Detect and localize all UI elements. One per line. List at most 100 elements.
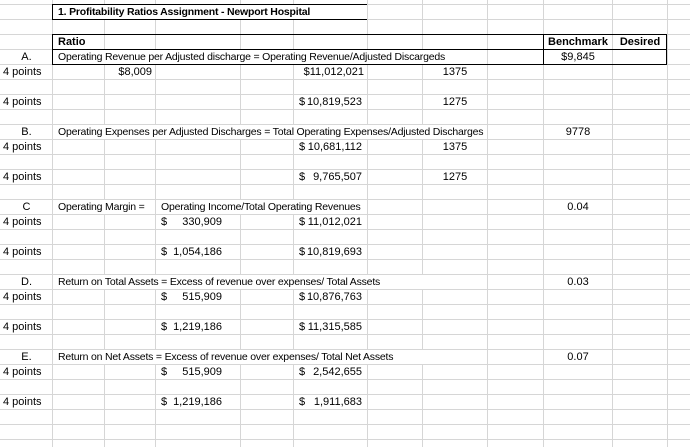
section-c-revenue-1[interactable]: $11,012,021	[294, 215, 367, 229]
section-b-denominator-2[interactable]: 1275	[442, 171, 468, 183]
gridline-horizontal	[0, 424, 690, 425]
currency-symbol: $	[299, 141, 306, 153]
section-c-label[interactable]: C	[22, 201, 31, 213]
points-label[interactable]: 4 points	[3, 396, 42, 408]
currency-symbol: $	[161, 396, 168, 408]
section-e-excess-1[interactable]: $515,909	[156, 365, 240, 379]
gridline-horizontal	[0, 439, 690, 440]
gridline-vertical	[422, 0, 423, 447]
gridline-vertical	[104, 0, 105, 447]
section-a-numerator-2[interactable]: $10,819,523	[294, 95, 367, 109]
gridline-horizontal	[0, 274, 690, 275]
amount: 515,909	[182, 291, 222, 303]
points-label[interactable]: 4 points	[3, 141, 42, 153]
section-b-formula[interactable]: Operating Expenses per Adjusted Discharg…	[53, 125, 487, 139]
section-b-denominator-1[interactable]: 1375	[442, 141, 468, 153]
section-c-formula[interactable]: Operating Income/Total Operating Revenue…	[156, 200, 367, 214]
gridline-vertical	[293, 0, 294, 447]
amount: 10,681,112	[307, 141, 362, 153]
section-a-denominator-1[interactable]: 1375	[442, 66, 468, 78]
gridline-horizontal	[0, 259, 690, 260]
gridline-horizontal	[0, 214, 690, 215]
points-label[interactable]: 4 points	[3, 321, 42, 333]
gridline-horizontal	[0, 79, 690, 80]
amount: 330,909	[182, 216, 222, 228]
amount: 2,542,655	[313, 366, 362, 378]
section-b-numerator-2[interactable]: $9,765,507	[294, 170, 367, 184]
benchmark-column-divider	[543, 34, 544, 65]
section-b-benchmark[interactable]: 9778	[565, 126, 591, 138]
currency-symbol: $	[299, 171, 306, 183]
gridline-horizontal	[0, 364, 690, 365]
amount: 515,909	[182, 366, 222, 378]
gridline-vertical	[487, 0, 488, 447]
section-e-formula[interactable]: Return on Net Assets = Excess of revenue…	[53, 350, 487, 364]
gridline-vertical	[367, 0, 368, 447]
section-d-assets-1[interactable]: $10,876,763	[294, 290, 367, 304]
gridline-horizontal	[0, 139, 690, 140]
gridline-horizontal	[0, 334, 690, 335]
amount: 1,219,186	[173, 396, 222, 408]
currency-symbol: $	[299, 291, 306, 303]
header-band-divider	[52, 49, 667, 50]
points-label[interactable]: 4 points	[3, 66, 42, 78]
currency-symbol: $	[299, 396, 306, 408]
amount: 1,054,186	[173, 246, 222, 258]
section-a-denominator-2[interactable]: 1275	[442, 96, 468, 108]
gridline-horizontal	[0, 394, 690, 395]
currency-symbol: $	[161, 246, 168, 258]
section-a-input[interactable]: $8,009	[118, 66, 152, 78]
points-label[interactable]: 4 points	[3, 216, 42, 228]
section-d-label[interactable]: D.	[21, 276, 32, 288]
gridline-horizontal	[0, 289, 690, 290]
section-c-benchmark[interactable]: 0.04	[567, 201, 589, 213]
sheet-title[interactable]: 1. Profitability Ratios Assignment - New…	[53, 5, 367, 19]
amount: 9,765,507	[313, 171, 362, 183]
section-a-benchmark[interactable]: $9,845	[561, 51, 595, 63]
section-d-excess-1[interactable]: $515,909	[156, 290, 240, 304]
section-d-benchmark[interactable]: 0.03	[567, 276, 589, 288]
points-label[interactable]: 4 points	[3, 171, 42, 183]
points-label[interactable]: 4 points	[3, 246, 42, 258]
amount: 11,315,585	[307, 321, 362, 333]
section-e-label[interactable]: E.	[21, 351, 32, 363]
section-d-assets-2[interactable]: $11,315,585	[294, 320, 367, 334]
section-e-netassets-2[interactable]: $1,911,683	[294, 395, 367, 409]
gridline-vertical	[612, 0, 613, 447]
section-e-excess-2[interactable]: $1,219,186	[156, 395, 240, 409]
section-c-name[interactable]: Operating Margin =	[53, 200, 155, 214]
gridline-horizontal	[0, 229, 690, 230]
amount: 10,819,693	[306, 246, 362, 258]
gridline-horizontal	[0, 319, 690, 320]
currency-symbol: $	[299, 96, 306, 108]
section-c-revenue-2[interactable]: $10,819,693	[294, 245, 367, 259]
benchmark-column-header[interactable]: Benchmark	[548, 36, 608, 48]
section-e-netassets-1[interactable]: $2,542,655	[294, 365, 367, 379]
amount: 10,819,523	[306, 96, 362, 108]
section-b-label[interactable]: B.	[21, 126, 32, 138]
points-label[interactable]: 4 points	[3, 366, 42, 378]
ratio-column-header[interactable]: Ratio	[58, 36, 86, 48]
section-e-benchmark[interactable]: 0.07	[567, 351, 589, 363]
section-d-formula[interactable]: Return on Total Assets = Excess of reven…	[53, 275, 487, 289]
section-a-formula[interactable]: Operating Revenue per Adjusted discharge…	[53, 50, 487, 64]
section-c-income-1[interactable]: $330,909	[156, 215, 240, 229]
currency-symbol: $	[299, 321, 306, 333]
points-label[interactable]: 4 points	[3, 96, 42, 108]
section-d-excess-2[interactable]: $1,219,186	[156, 320, 240, 334]
currency-symbol: $	[299, 246, 306, 258]
gridline-vertical	[155, 0, 156, 447]
section-c-income-2[interactable]: $1,054,186	[156, 245, 240, 259]
section-a-label[interactable]: A.	[21, 51, 32, 63]
gridline-horizontal	[0, 124, 690, 125]
gridline-horizontal	[0, 244, 690, 245]
desired-column-header[interactable]: Desired	[619, 36, 661, 48]
amount: 1,911,683	[313, 396, 362, 408]
section-b-numerator-1[interactable]: $10,681,112	[294, 140, 367, 154]
gridline-vertical	[240, 0, 241, 447]
amount: 11,012,021	[307, 216, 362, 228]
gridline-vertical	[52, 0, 53, 447]
section-a-numerator-1[interactable]: $11,012,021	[303, 66, 364, 78]
points-label[interactable]: 4 points	[3, 291, 42, 303]
